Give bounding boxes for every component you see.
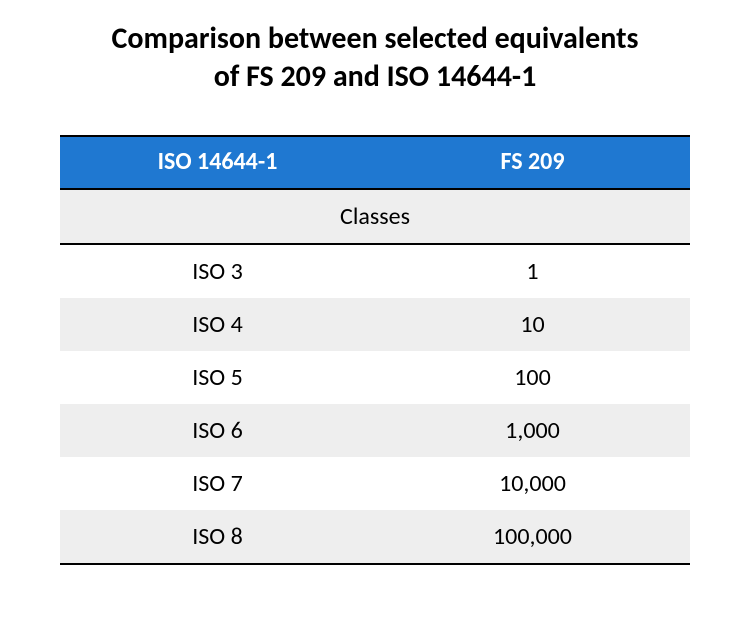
- table-row: ISO 4 10: [60, 298, 690, 351]
- table-row: ISO 3 1: [60, 244, 690, 298]
- table-header-row: ISO 14644-1 FS 209: [60, 136, 690, 189]
- table-head: ISO 14644-1 FS 209: [60, 136, 690, 189]
- col-header-iso: ISO 14644-1: [60, 136, 375, 189]
- subheader-cell: Classes: [60, 189, 690, 244]
- page: Comparison between selected equivalents …: [0, 0, 750, 644]
- cell-fs: 10: [375, 298, 690, 351]
- page-title: Comparison between selected equivalents …: [30, 20, 720, 95]
- cell-fs: 100,000: [375, 510, 690, 564]
- table-row: ISO 5 100: [60, 351, 690, 404]
- table-body: Classes ISO 3 1 ISO 4 10 ISO 5 100 ISO 6…: [60, 189, 690, 564]
- cell-iso: ISO 5: [60, 351, 375, 404]
- table-row: ISO 8 100,000: [60, 510, 690, 564]
- cell-iso: ISO 3: [60, 244, 375, 298]
- comparison-table: ISO 14644-1 FS 209 Classes ISO 3 1 ISO 4…: [60, 135, 690, 565]
- table-row: ISO 7 10,000: [60, 457, 690, 510]
- cell-fs: 1,000: [375, 404, 690, 457]
- cell-fs: 100: [375, 351, 690, 404]
- cell-iso: ISO 8: [60, 510, 375, 564]
- table-row: ISO 6 1,000: [60, 404, 690, 457]
- col-header-fs: FS 209: [375, 136, 690, 189]
- cell-fs: 10,000: [375, 457, 690, 510]
- title-line-2: of FS 209 and ISO 14644-1: [214, 58, 537, 95]
- title-line-1: Comparison between selected equivalents: [112, 20, 639, 57]
- cell-iso: ISO 4: [60, 298, 375, 351]
- cell-iso: ISO 6: [60, 404, 375, 457]
- table-subheader-row: Classes: [60, 189, 690, 244]
- cell-iso: ISO 7: [60, 457, 375, 510]
- comparison-table-wrap: ISO 14644-1 FS 209 Classes ISO 3 1 ISO 4…: [60, 135, 690, 565]
- cell-fs: 1: [375, 244, 690, 298]
